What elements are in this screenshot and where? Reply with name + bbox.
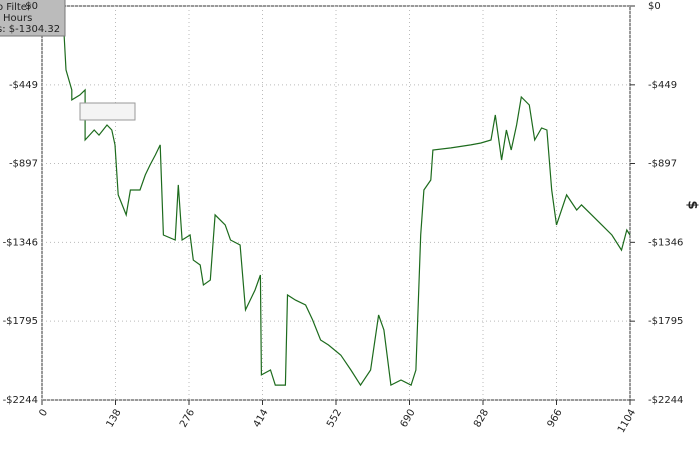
x-tick-label: 690 <box>399 408 418 430</box>
axis-label: $ <box>685 200 700 209</box>
info-line: s: $-1304.32 <box>0 24 60 35</box>
y-tick-label: -$897 <box>648 158 677 169</box>
y-tick-label: -$449 <box>9 80 38 91</box>
y-tick-label: -$1346 <box>648 237 683 248</box>
y-tick-label: -$449 <box>648 80 677 91</box>
y-tick-label: $0 <box>648 1 661 12</box>
data-line <box>62 19 631 387</box>
y-tick-label: -$2244 <box>648 395 683 406</box>
x-tick-label: 966 <box>546 408 565 430</box>
tooltip <box>79 102 136 121</box>
info-line: Hours <box>3 13 32 24</box>
x-tick-label: 414 <box>252 408 271 430</box>
y-tick-label: -$1795 <box>3 316 38 327</box>
y-tick-label: $0 <box>25 1 38 12</box>
info-box <box>0 0 66 37</box>
x-tick-label: 0 <box>37 408 50 419</box>
x-tick-label: 828 <box>472 408 491 430</box>
info-line: o Filter <box>0 2 32 13</box>
x-tick-label: 276 <box>178 408 197 430</box>
x-tick-label: 138 <box>105 408 124 430</box>
x-tick-label: 1104 <box>616 408 638 436</box>
y-tick-label: -$897 <box>9 158 38 169</box>
y-tick-label: -$1795 <box>648 316 683 327</box>
x-tick-label: 552 <box>325 408 344 430</box>
y-tick-label: -$1346 <box>3 237 38 248</box>
y-tick-label: -$2244 <box>3 395 38 406</box>
